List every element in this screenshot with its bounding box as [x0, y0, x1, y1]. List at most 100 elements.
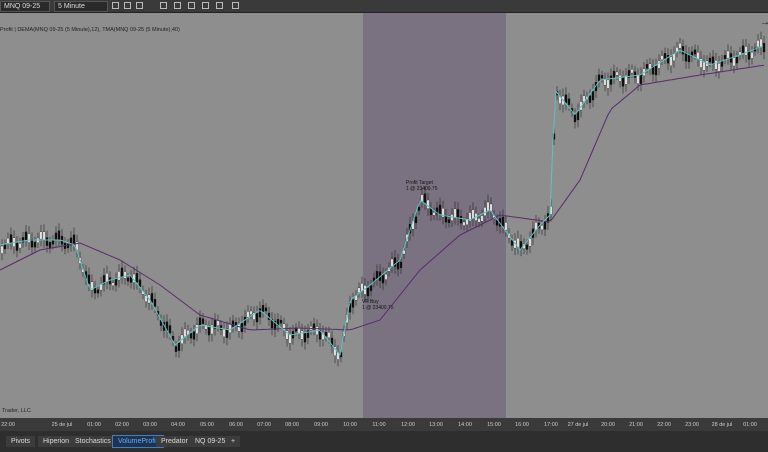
candle-body — [468, 212, 472, 222]
candle-body — [564, 94, 568, 104]
candle-body — [222, 329, 226, 337]
candle-body — [201, 318, 205, 324]
candle-body — [717, 63, 721, 72]
tool-icon[interactable] — [160, 2, 167, 9]
tab[interactable]: + — [226, 436, 241, 447]
tool-icon[interactable] — [216, 2, 223, 9]
candle-body — [702, 62, 706, 71]
instrument-selector[interactable]: MNQ 09-25 — [0, 1, 50, 12]
candle-body — [504, 222, 508, 231]
tab[interactable]: NQ 09-25 — [190, 436, 231, 447]
candle-body — [183, 328, 187, 337]
candle-body — [51, 239, 55, 245]
candle-body — [72, 234, 76, 244]
candle-body — [597, 74, 601, 82]
candle-body — [276, 319, 280, 326]
candle-body — [57, 230, 61, 240]
candle-body — [30, 239, 34, 248]
tab-bar: Pivots Hiperion Stochastics VolumeProfit Pre… — [0, 431, 768, 452]
candle-body — [429, 208, 433, 216]
tool-icon[interactable] — [112, 2, 119, 9]
tab[interactable]: Hiperion — [38, 436, 75, 447]
dema-line — [0, 45, 764, 357]
candle-body — [357, 287, 361, 293]
candle-body — [432, 212, 436, 216]
scroll-arrow[interactable]: → — [760, 17, 768, 28]
candle-body — [738, 51, 742, 56]
candle-body — [435, 207, 439, 215]
time-label: 25 de jul — [52, 422, 73, 428]
candle-body — [414, 216, 418, 224]
candle-body — [633, 71, 637, 78]
copyright: Trader, LLC — [2, 408, 31, 414]
tool-icon[interactable] — [202, 2, 209, 9]
candle-body — [279, 319, 283, 324]
candle-body — [708, 57, 712, 63]
tool-icon[interactable] — [188, 2, 195, 9]
candle-body — [690, 51, 694, 57]
tab[interactable]: Stochastics — [70, 436, 116, 447]
candle-body — [261, 305, 265, 312]
candle-body — [333, 346, 337, 356]
candle-body — [528, 238, 532, 247]
candle-body — [177, 342, 181, 351]
candle-body — [612, 70, 616, 78]
candle-body — [105, 272, 109, 282]
candle-body — [696, 52, 700, 60]
candle-body — [150, 293, 154, 303]
candle-body — [312, 323, 316, 330]
tool-icon[interactable] — [136, 2, 143, 9]
candle-body — [327, 332, 331, 338]
time-label: 08:00 — [285, 422, 299, 428]
candle-body — [483, 207, 487, 216]
candle-body — [6, 237, 10, 244]
candle-body — [651, 65, 655, 75]
tool-icon[interactable] — [174, 2, 181, 9]
time-label: 02:00 — [115, 422, 129, 428]
candle-body — [606, 79, 610, 89]
tool-icon[interactable] — [232, 2, 239, 9]
candle-body — [270, 319, 274, 329]
candle-body — [117, 271, 121, 281]
candle-body — [189, 333, 193, 339]
candle-body — [228, 324, 232, 333]
candle-body — [237, 324, 241, 332]
candle-body — [42, 231, 46, 241]
candle-body — [255, 313, 259, 323]
candle-body — [126, 277, 130, 282]
tab[interactable]: Pivots — [6, 436, 36, 447]
candle-body — [111, 282, 115, 286]
candle-body — [390, 258, 394, 267]
candle-body — [192, 331, 196, 340]
candle-body — [372, 277, 376, 283]
candle-body — [693, 49, 697, 55]
order-annotation: 1 @ 23400.75 — [362, 305, 394, 311]
candle-body — [102, 275, 106, 285]
candle-body — [630, 69, 634, 74]
candle-body — [438, 204, 442, 214]
candle-body — [264, 307, 268, 312]
tab[interactable]: Predator — [156, 436, 193, 447]
candle-body — [600, 75, 604, 79]
candle-body — [462, 221, 466, 226]
candle-body — [90, 281, 94, 291]
candle-body — [96, 289, 100, 294]
candle-body — [33, 242, 37, 248]
candle-body — [732, 57, 736, 67]
time-label: 14:00 — [458, 422, 472, 428]
candle-body — [624, 75, 628, 85]
candle-body — [444, 215, 448, 223]
candle-body — [3, 244, 7, 250]
time-label: 11:00 — [372, 422, 385, 428]
candle-body — [666, 55, 670, 64]
tool-icon[interactable] — [124, 2, 131, 9]
candle-body — [225, 328, 229, 338]
candle-body — [447, 219, 451, 223]
candle-body — [366, 287, 370, 297]
interval-selector[interactable]: 5 Minute — [54, 1, 108, 12]
candle-body — [525, 244, 529, 250]
candle-body — [567, 98, 571, 105]
candle-body — [330, 337, 334, 347]
candle-body — [210, 324, 214, 335]
